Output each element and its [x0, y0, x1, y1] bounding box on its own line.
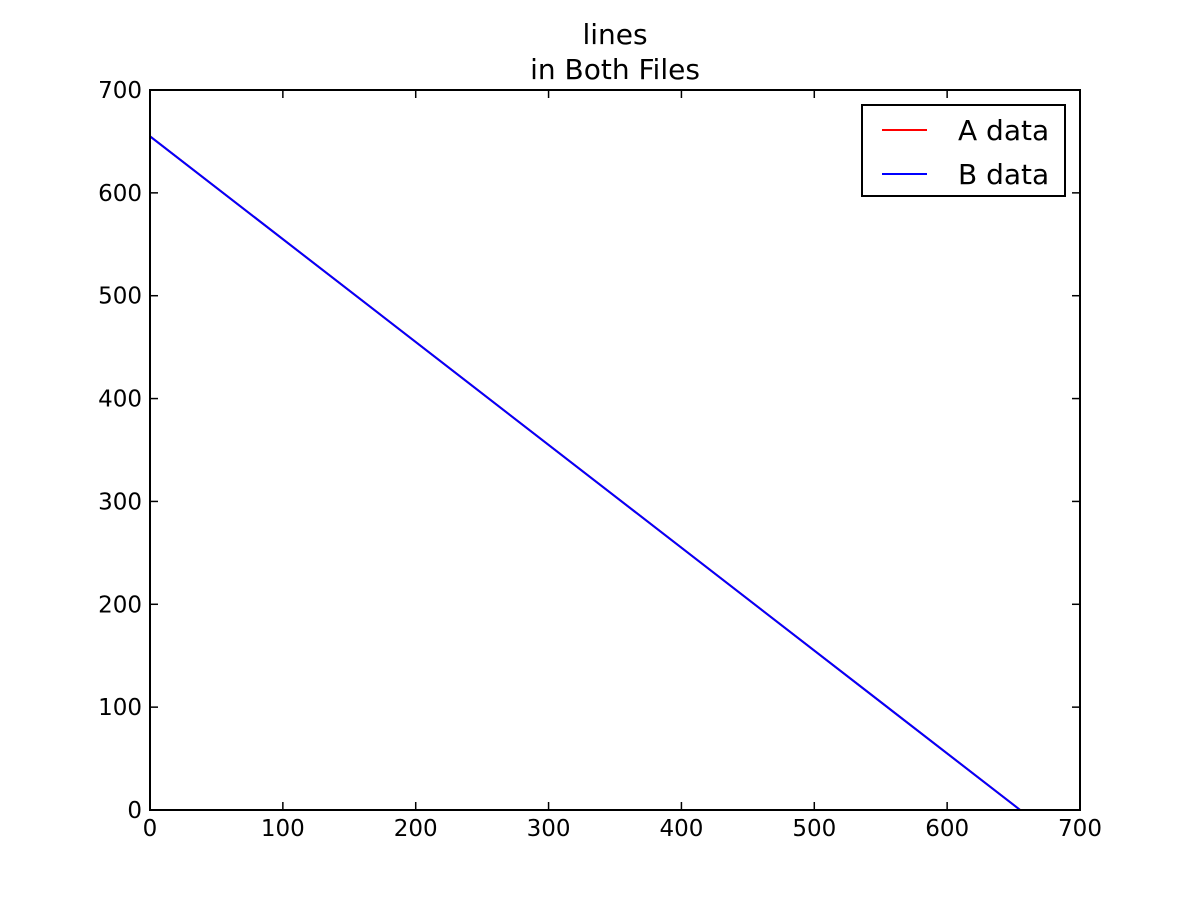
y-tick-label: 400 [98, 387, 142, 413]
y-tick-label: 300 [98, 489, 142, 515]
legend-box [861, 104, 1066, 197]
y-tick-label: 100 [98, 695, 142, 721]
plot-area [150, 90, 1080, 810]
legend-label-a-data: A data [958, 114, 1049, 147]
legend-label-b-data: B data [958, 158, 1049, 191]
x-tick-label: 600 [925, 816, 969, 842]
y-tick-label: 600 [98, 181, 142, 207]
y-tick-label: 0 [127, 798, 142, 824]
x-tick-label: 300 [527, 816, 571, 842]
x-tick-label: 700 [1058, 816, 1102, 842]
x-tick-label: 500 [792, 816, 836, 842]
x-tick-label: 0 [143, 816, 158, 842]
chart-title-line-2: in Both Files [530, 53, 700, 86]
legend: A data B data [861, 104, 1066, 197]
x-axis: 0 100 200 300 400 500 600 700 [143, 90, 1102, 842]
chart-title-line-1: lines [582, 18, 647, 51]
x-tick-label: 100 [261, 816, 305, 842]
x-tick-label: 400 [659, 816, 703, 842]
series-line-b-data [149, 135, 1021, 811]
y-tick-label: 200 [98, 592, 142, 618]
series-layer [149, 135, 1021, 811]
y-axis: 0 100 200 300 400 500 600 700 [98, 78, 1080, 824]
x-tick-label: 200 [394, 816, 438, 842]
y-tick-label: 500 [98, 284, 142, 310]
y-tick-label: 700 [98, 78, 142, 104]
plot-frame [149, 89, 1081, 811]
